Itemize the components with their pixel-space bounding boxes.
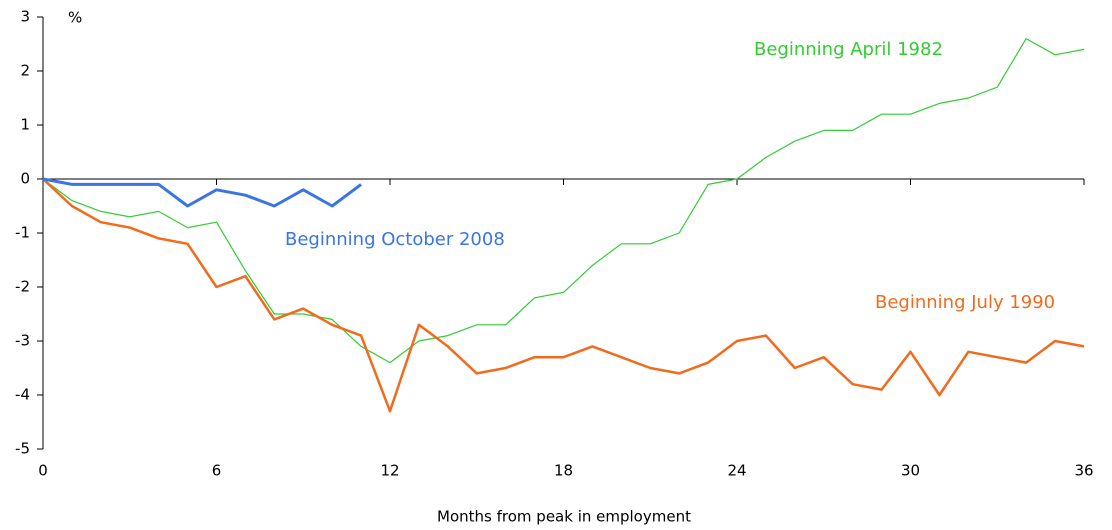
x-tick-label: 36 — [1074, 462, 1093, 480]
series-line — [42, 178, 1085, 413]
x-tick-label: 30 — [901, 462, 920, 480]
x-axis-label: Months from peak in employment — [437, 508, 691, 526]
series-line — [42, 177, 362, 208]
x-tick-label: 18 — [554, 462, 573, 480]
x-tick-label: 24 — [727, 462, 746, 480]
y-tick-label: 1 — [20, 116, 30, 134]
x-tick-label: 0 — [38, 462, 48, 480]
x-tick-label: 12 — [380, 462, 399, 480]
y-tick-label: 0 — [20, 170, 30, 188]
series-line — [42, 38, 1085, 364]
series-label: Beginning July 1990 — [875, 292, 1055, 313]
y-tick-label: -3 — [15, 332, 30, 350]
y-unit: % — [68, 9, 82, 27]
y-tick-label: 2 — [20, 62, 30, 80]
y-tick-label: -5 — [15, 440, 30, 458]
y-tick-label: 3 — [20, 8, 30, 26]
x-tick-label: 6 — [212, 462, 222, 480]
series-label: Beginning October 2008 — [285, 229, 505, 250]
y-tick-label: -4 — [15, 386, 30, 404]
series-label: Beginning April 1982 — [754, 39, 943, 60]
y-tick-label: -2 — [15, 278, 30, 296]
y-tick-label: -1 — [15, 224, 30, 242]
